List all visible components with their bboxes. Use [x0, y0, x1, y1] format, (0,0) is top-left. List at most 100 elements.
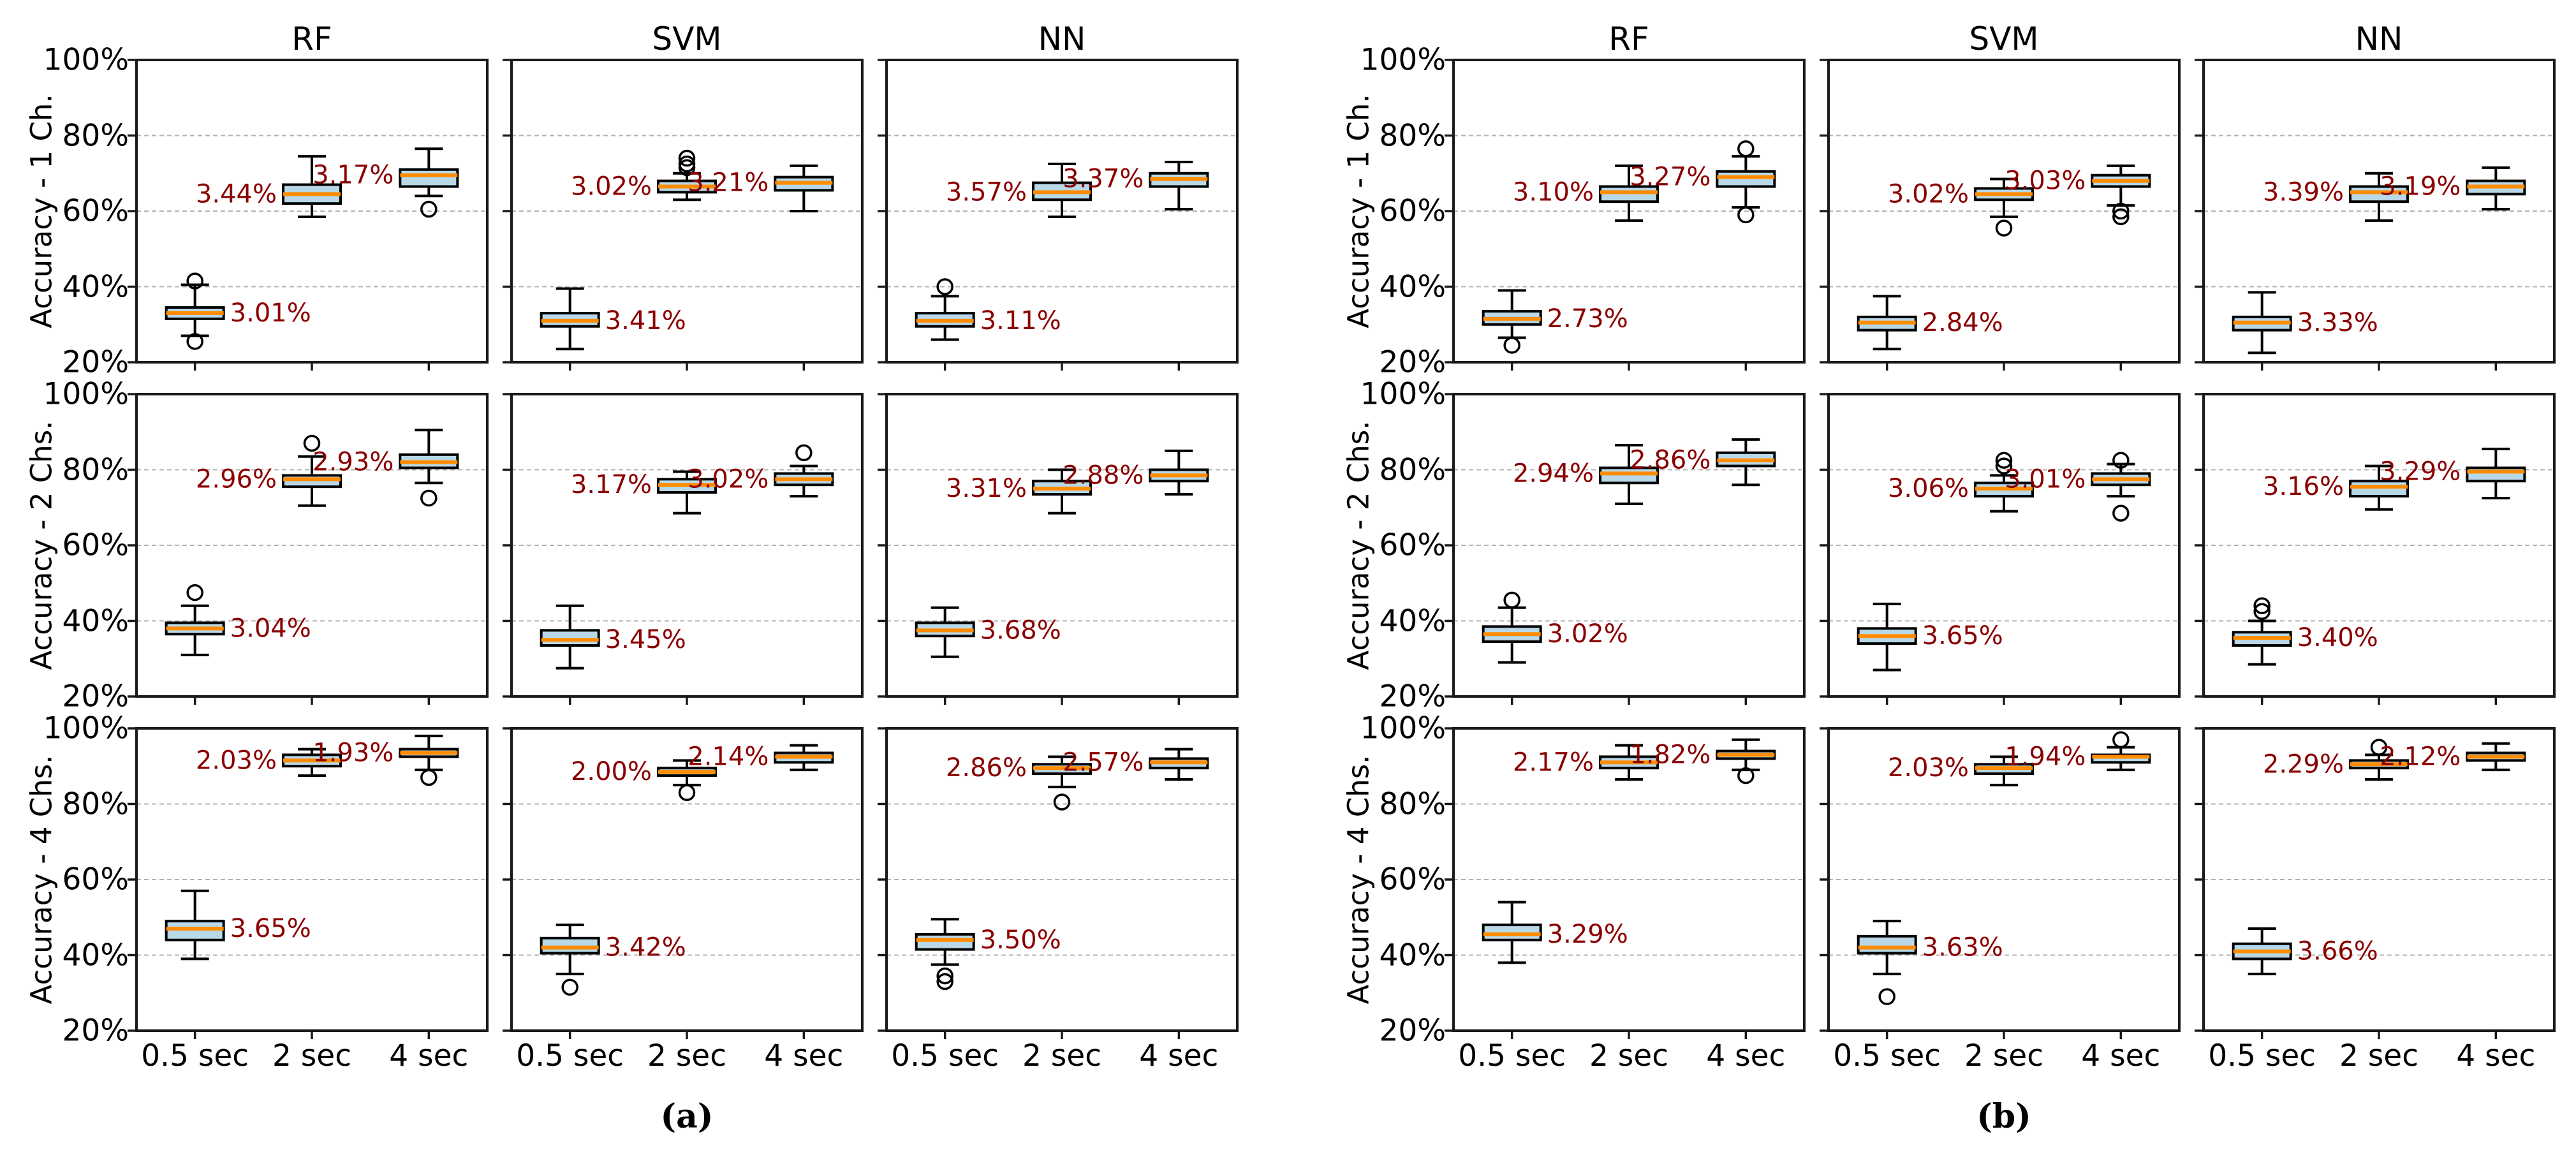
outlier-point [1995, 219, 2013, 237]
box-05sec: 3.41% [540, 287, 686, 351]
annotation-label: 2.57% [1063, 748, 1144, 777]
outlier-point [2112, 731, 2130, 749]
annotation-label: 2.73% [1547, 304, 1628, 334]
y-tick-label: 60% [62, 527, 129, 563]
y-tick-label: 60% [62, 193, 129, 229]
box-05sec: 3.29% [1482, 901, 1628, 964]
x-tick-cell: 0.5 sec 2 sec 4 sec [1454, 1041, 1804, 1078]
outlier-point [936, 973, 953, 991]
x-tick-label: 2 sec [647, 1038, 727, 1073]
y-tick-label: 100% [1360, 711, 1446, 746]
y-tick-label: 80% [1379, 452, 1446, 487]
panel-caption-a: (a) [660, 1097, 714, 1136]
column-title-rf: RF [291, 20, 332, 57]
panel-b: RF SVM NN Accuracy - 1 Ch. 100% 80% 60% 40% 20% 2… [1339, 11, 2556, 1136]
box-4sec: 3.01% [2005, 452, 2151, 522]
y-tick-label: 60% [1379, 527, 1446, 563]
box-2sec: 3.44% [196, 155, 342, 218]
y-tick-label: 80% [62, 786, 129, 821]
y-axis-title-cell: Accuracy - 4 Chs. [22, 728, 61, 1031]
box-4sec: 1.93% [313, 734, 459, 786]
y-axis-title-cell: Accuracy - 2 Chs. [1339, 394, 1378, 696]
box-05sec: 3.45% [540, 604, 686, 670]
box-2sec: 3.06% [1888, 452, 2034, 513]
box-2sec: 3.39% [2263, 172, 2409, 222]
box-4sec: 2.93% [313, 429, 459, 507]
column-title-nn: NN [1038, 20, 1086, 57]
y-tick-label: 80% [62, 452, 129, 487]
y-tick-label: 40% [1379, 938, 1446, 973]
subplot-a-svm-row3: 3.42% 2.00% 2.14% [503, 727, 864, 1039]
box-2sec: 2.00% [571, 757, 717, 801]
annotation-label: 3.02% [1547, 619, 1628, 649]
box-05sec: 2.73% [1482, 289, 1628, 354]
annotation-label: 3.65% [1922, 621, 2003, 651]
annotation-label: 3.50% [980, 925, 1061, 955]
box-2sec: 2.94% [1513, 443, 1659, 505]
box-4sec: 1.82% [1630, 738, 1776, 784]
axis-frame [1827, 393, 2181, 698]
box-2sec: 2.96% [196, 434, 342, 507]
annotation-label: 2.86% [1630, 446, 1711, 475]
annotation-label: 3.44% [196, 179, 277, 209]
annotation-label: 3.29% [1547, 920, 1628, 949]
box-4sec: 3.03% [2005, 164, 2151, 226]
annotation-label: 3.10% [1513, 177, 1594, 207]
outlier-point [936, 967, 953, 985]
annotation-label: 2.03% [1888, 753, 1969, 783]
box-05sec: 3.40% [2232, 597, 2378, 666]
subplot-a-nn-row3: 3.50% 2.86% 2.57% [878, 727, 1239, 1039]
axis-frame [2202, 393, 2556, 698]
x-tick-cell: 0.5 sec 2 sec 4 sec [512, 1041, 862, 1078]
outlier-point [1503, 591, 1520, 609]
annotation-label: 3.06% [1888, 474, 1969, 503]
box-05sec: 3.01% [165, 272, 311, 350]
x-tick-labels: 0.5 sec 2 sec 4 sec 0.5 sec 2 sec 4 sec 0.5 se… [136, 1041, 1237, 1078]
subplot-a-rf-row1: 3.01% 3.44% 3.17% [128, 59, 489, 371]
outlier-point [561, 978, 578, 996]
column-titles: RF SVM NN [136, 11, 1237, 60]
y-tick-label: 100% [43, 42, 129, 78]
box-05sec: 3.33% [2232, 291, 2378, 355]
annotation-label: 2.00% [571, 757, 652, 786]
y-axis-title-cell: Accuracy - 1 Ch. [1339, 60, 1378, 362]
annotation-label: 1.93% [313, 739, 394, 768]
chart-row: Accuracy - 2 Chs. 100% 80% 60% 40% 20% 3.02% 2.… [1339, 379, 2556, 712]
outlier-point [1503, 337, 1520, 354]
column-titles: RF SVM NN [1454, 11, 2554, 60]
annotation-label: 3.16% [2263, 472, 2344, 501]
subplot-a-svm-row2: 3.45% 3.17% 3.02% [503, 393, 864, 705]
outlier-point [2370, 739, 2388, 756]
box-4sec: 2.14% [688, 742, 834, 771]
box-2sec: 3.16% [2263, 464, 2409, 511]
box-05sec: 3.42% [540, 924, 686, 996]
x-tick-label: 4 sec [389, 1038, 469, 1073]
x-tick-label: 0.5 sec [1458, 1038, 1566, 1073]
annotation-label: 3.39% [2263, 177, 2344, 207]
annotation-label: 3.40% [2297, 623, 2378, 652]
outlier-point [678, 155, 696, 173]
column-title-svm: SVM [652, 20, 722, 57]
subplot-a-nn-row2: 3.68% 3.31% 2.88% [878, 393, 1239, 705]
axis-frame [885, 393, 1239, 698]
y-axis-title-cell: Accuracy - 4 Chs. [1339, 728, 1378, 1031]
y-tick-label: 60% [1379, 193, 1446, 229]
axis-frame [135, 393, 489, 698]
box-05sec: 2.84% [1857, 295, 2003, 351]
y-tick-labels: 100% 80% 60% 40% 20% [1360, 714, 1454, 1046]
annotation-label: 3.45% [605, 625, 686, 654]
column-title-nn: NN [2355, 20, 2403, 57]
box-4sec: 2.12% [2380, 742, 2526, 771]
y-tick-label: 100% [43, 711, 129, 746]
box-05sec: 3.65% [1857, 602, 2003, 672]
x-tick-label: 0.5 sec [1833, 1038, 1941, 1073]
subplot-b-rf-row1: 2.73% 3.10% 3.27% [1445, 59, 1806, 371]
box-05sec: 3.68% [915, 606, 1061, 658]
annotation-label: 3.17% [571, 470, 652, 499]
box-05sec: 3.04% [165, 584, 311, 656]
y-tick-label: 100% [43, 376, 129, 412]
panel-caption-b: (b) [1976, 1097, 2031, 1136]
chart-row: Accuracy - 2 Chs. 100% 80% 60% 40% 20% 3.04% 2.… [22, 379, 1239, 712]
annotation-label: 2.14% [688, 742, 769, 771]
panel-a: RF SVM NN Accuracy - 1 Ch. 100% 80% 60% 40% 20% 3… [22, 11, 1239, 1136]
